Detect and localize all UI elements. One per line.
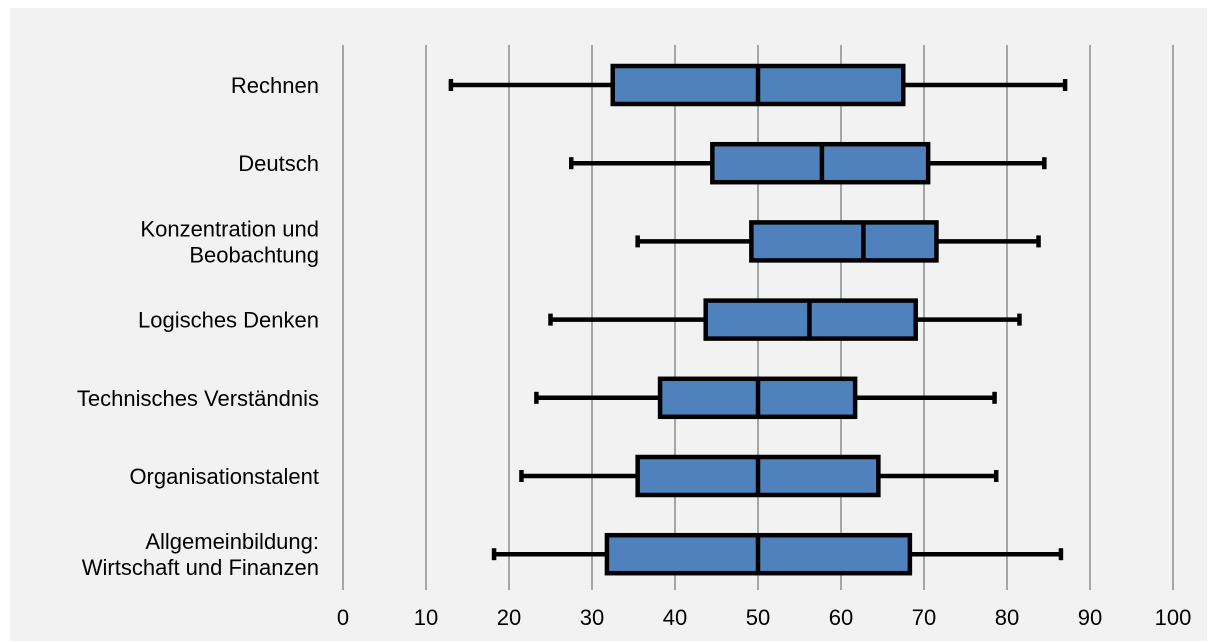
category-label: Logisches Denken [138,308,319,333]
category-label: Technisches Verständnis [77,386,319,411]
category-labels: Rechnen Deutsch Konzentration und Beobachtu… [77,73,319,580]
category-label-line: Wirtschaft und Finanzen [82,555,319,580]
category-label-line: Organisationstalent [129,464,319,489]
box-group [519,454,999,498]
x-tick-label: 20 [497,605,521,630]
category-label-line: Beobachtung [189,242,319,267]
category-label: Deutsch [238,151,319,176]
category-label-line: Deutsch [238,151,319,176]
x-tick-label: 50 [746,605,770,630]
x-tick-label: 90 [1078,605,1102,630]
iqr-box [749,220,939,263]
box-group [548,298,1022,341]
x-tick-label: 80 [995,605,1019,630]
category-label-line: Allgemeinbildung: [145,529,319,554]
boxes [448,63,1068,576]
x-tick-label: 30 [580,605,604,630]
x-tick-label: 100 [1155,605,1192,630]
x-tick-label: 40 [663,605,687,630]
box-group [569,141,1047,185]
category-label: Rechnen [231,73,319,98]
category-label: Konzentration und Beobachtung [140,216,319,267]
x-tick-labels: 0 10 20 30 40 50 60 70 80 90 100 [337,605,1191,630]
category-label-line: Konzentration und [140,216,319,241]
category-label-line: Technisches Verständnis [77,386,319,411]
x-tick-label: 10 [414,605,438,630]
box-group [635,220,1041,263]
category-label-line: Rechnen [231,73,319,98]
category-label: Organisationstalent [129,464,319,489]
box-group [448,63,1068,107]
box-group [491,532,1064,576]
x-tick-label: 60 [829,605,853,630]
grid-lines [342,45,1174,590]
category-label-line: Logisches Denken [138,308,319,333]
box-group [534,376,997,420]
category-label: Allgemeinbildung: Wirtschaft und Finanzen [82,529,319,580]
x-tick-label: 70 [912,605,936,630]
x-tick-label: 0 [337,605,349,630]
